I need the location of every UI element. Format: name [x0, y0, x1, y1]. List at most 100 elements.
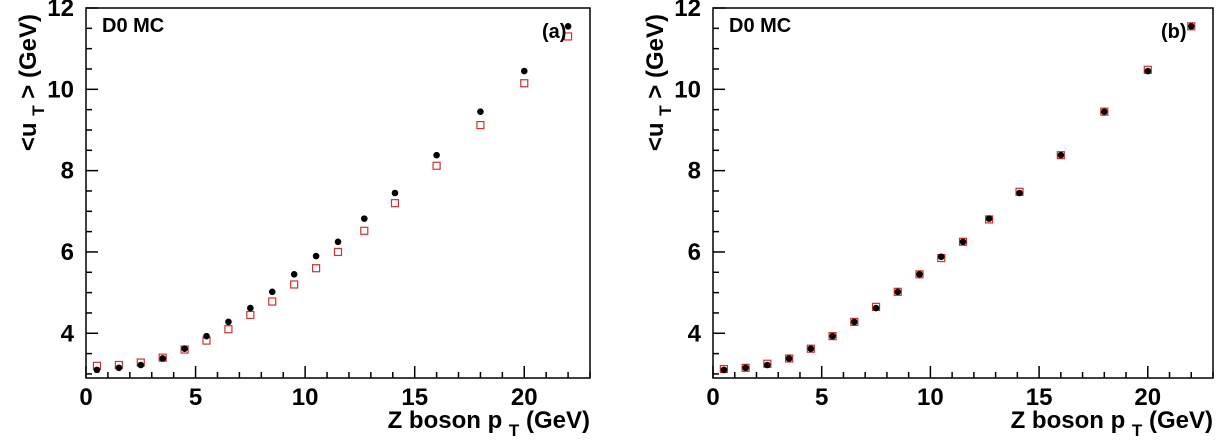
y-tick-label: 6	[688, 239, 701, 266]
x-tick-label: 5	[815, 384, 828, 411]
data-markers	[92, 22, 573, 374]
filled-circle-marker	[1144, 67, 1152, 75]
x-tick-label: 10	[292, 384, 319, 411]
filled-circle-marker	[807, 345, 815, 353]
open-square-marker	[784, 354, 794, 363]
open-square-marker	[1100, 107, 1109, 116]
open-square-marker	[476, 120, 485, 130]
filled-circle-marker	[985, 215, 993, 222]
filled-circle-marker	[268, 288, 276, 296]
y-axis-title-main: <u	[15, 122, 42, 151]
filled-circle-marker	[477, 108, 484, 115]
filled-circle-marker	[742, 364, 749, 372]
filled-circle-marker	[937, 253, 945, 261]
axis-ticks	[712, 7, 1214, 378]
filled-circle-marker	[829, 332, 836, 340]
open-square-marker	[360, 226, 369, 235]
filled-circle-marker	[785, 355, 793, 362]
panel-label: D0 MC	[102, 15, 164, 37]
y-tick-label: 10	[674, 76, 701, 103]
filled-circle-marker	[764, 361, 771, 369]
open-square-marker	[311, 264, 321, 273]
plot-frame	[712, 7, 1214, 379]
axis-ticks	[85, 7, 591, 378]
open-square-marker	[1187, 22, 1196, 31]
filled-circle-marker	[93, 366, 101, 374]
open-square-marker	[563, 32, 573, 41]
filled-circle-marker	[959, 238, 967, 246]
filled-circle-marker	[916, 271, 923, 278]
x-tick-labels: 0 5 10 15 20	[79, 384, 537, 411]
y-tick-label: 12	[47, 0, 74, 22]
y-axis-title-sub: T	[656, 105, 675, 116]
open-square-marker	[741, 363, 750, 372]
open-square-marker	[268, 297, 277, 306]
filled-circle-marker	[564, 22, 572, 30]
x-axis-title-unit: (GeV)	[1149, 407, 1213, 434]
panel-label: D0 MC	[729, 15, 791, 37]
x-tick-label: 20	[1134, 384, 1161, 411]
y-tick-labels: 4 6 8 10 12	[674, 0, 701, 347]
open-square-marker	[390, 199, 400, 208]
filled-circle-marker	[203, 332, 210, 340]
filled-circle-marker	[391, 189, 399, 197]
plot-frame	[85, 7, 591, 379]
filled-circle-marker	[433, 151, 440, 159]
open-square-marker	[1056, 151, 1065, 160]
filled-circle-marker	[1101, 108, 1108, 115]
y-axis-title-sub: T	[29, 105, 48, 116]
filled-circle-marker	[894, 288, 902, 296]
filled-circle-marker	[137, 361, 145, 369]
y-axis-title-unit: > (GeV)	[15, 14, 42, 99]
open-square-marker	[850, 317, 859, 326]
open-square-marker	[806, 344, 815, 353]
x-tick-label: 0	[706, 384, 719, 411]
y-tick-label: 6	[61, 239, 74, 266]
filled-circle-marker	[225, 318, 232, 326]
open-square-marker	[828, 332, 837, 341]
y-tick-label: 4	[688, 320, 702, 347]
filled-circle-marker	[290, 271, 298, 278]
filled-circle-marker	[872, 304, 880, 312]
x-axis-title-sub: T	[509, 421, 520, 440]
filled-circle-marker	[1187, 22, 1195, 30]
open-square-marker	[246, 310, 255, 320]
y-axis-title-main: <u	[642, 122, 669, 151]
y-tick-label: 10	[47, 76, 74, 103]
filled-circle-marker	[247, 304, 254, 312]
x-tick-label: 5	[189, 384, 202, 411]
filled-circle-marker	[115, 364, 123, 372]
open-square-marker	[224, 325, 233, 334]
y-tick-label: 4	[61, 320, 75, 347]
y-axis-title: <u T > (GeV)	[642, 14, 677, 151]
open-square-marker	[893, 287, 902, 296]
filled-circle-marker	[181, 345, 188, 353]
panel-b: 4 6 8 10 12 0 5 10 15 20 D0 MC (b) Z boson p T (…	[642, 0, 1214, 442]
x-tick-label: 0	[79, 384, 92, 411]
x-tick-label: 15	[1026, 384, 1053, 411]
panel-a: 4 6 8 10 12 0 5 10 15 20 D0 MC (a) Z boson p T (…	[15, 0, 591, 442]
filled-circle-marker	[851, 318, 858, 326]
filled-circle-marker	[520, 67, 528, 75]
data-markers	[719, 22, 1196, 374]
x-tick-label: 10	[917, 384, 944, 411]
open-square-marker	[520, 79, 529, 88]
x-axis-title: Z boson p T (GeV)	[1011, 407, 1213, 442]
y-tick-label: 8	[61, 158, 74, 185]
open-square-marker	[915, 270, 924, 279]
y-tick-label: 12	[674, 0, 701, 22]
x-tick-labels: 0 5 10 15 20	[706, 384, 1161, 411]
x-tick-label: 15	[401, 384, 428, 411]
open-square-marker	[432, 161, 441, 170]
x-axis-title: Z boson p T (GeV)	[388, 407, 590, 442]
filled-circle-marker	[334, 238, 342, 246]
open-square-marker	[333, 247, 343, 257]
x-axis-title-main: Z boson p	[1011, 407, 1126, 434]
filled-circle-marker	[159, 355, 166, 362]
open-square-marker	[958, 237, 968, 246]
filled-circle-marker	[720, 366, 728, 374]
x-axis-title-unit: (GeV)	[526, 407, 590, 434]
y-tick-label: 8	[688, 158, 701, 185]
x-axis-title-main: Z boson p	[388, 407, 503, 434]
